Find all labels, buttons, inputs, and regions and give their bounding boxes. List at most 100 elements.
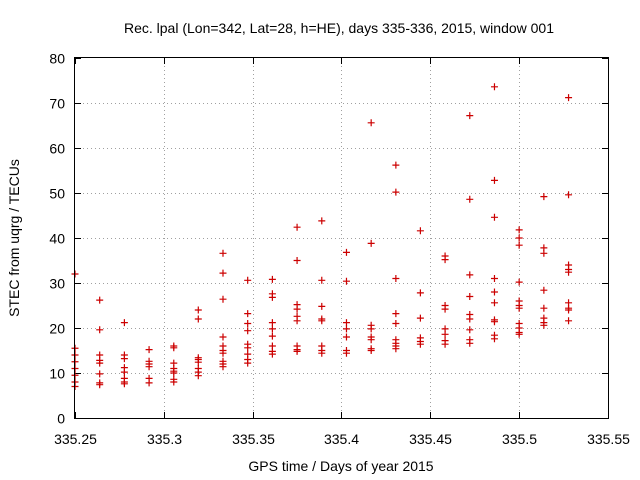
data-point [268, 275, 276, 283]
data-point [540, 304, 548, 312]
data-point [145, 379, 153, 387]
y-tick-label: 50 [49, 186, 65, 202]
data-point [441, 256, 449, 264]
data-point [515, 226, 523, 234]
y-tick-label: 40 [49, 231, 65, 247]
data-point [219, 249, 227, 257]
data-point [416, 314, 424, 322]
x-tick-label: 335.25 [54, 431, 97, 447]
data-point [441, 330, 449, 338]
data-point [145, 363, 153, 371]
data-point [540, 193, 548, 201]
data-point [145, 346, 153, 354]
data-point [96, 326, 104, 334]
x-tick-label: 335.5 [502, 431, 537, 447]
data-point [515, 330, 523, 338]
data-point [466, 195, 474, 203]
data-point [466, 293, 474, 300]
data-point [342, 277, 350, 285]
data-point [342, 349, 350, 357]
data-point [194, 358, 202, 366]
data-point [342, 325, 350, 333]
y-tick-label: 70 [49, 96, 65, 112]
y-tick-label: 0 [57, 411, 65, 427]
data-point [515, 241, 523, 249]
data-point [367, 119, 375, 127]
data-point [244, 320, 252, 327]
data-point [96, 370, 104, 378]
data-point [540, 286, 548, 294]
plot-frame [74, 57, 609, 419]
data-point [367, 325, 375, 333]
data-point [96, 381, 104, 389]
data-point [490, 176, 498, 184]
data-point [515, 234, 523, 242]
y-axis-label: STEC from uqrg / TECUs [6, 159, 22, 317]
data-point [96, 296, 104, 304]
x-tick-label: 335.55 [587, 431, 630, 447]
y-tick-label: 30 [49, 276, 65, 292]
data-point [120, 368, 128, 376]
data-point [367, 347, 375, 354]
data-point [466, 315, 474, 323]
data-point [293, 223, 301, 231]
axis-ticks: 0 10 20 30 40 50 60 70 80 335.25 335.3 335.35 335.4 3… [49, 51, 630, 448]
data-point [219, 269, 227, 277]
data-point [490, 275, 498, 282]
data-point [367, 239, 375, 247]
data-point [194, 315, 202, 323]
data-point [392, 310, 400, 318]
data-point [318, 276, 326, 284]
data-point [96, 359, 104, 367]
x-tick-label: 335.4 [324, 431, 359, 447]
data-point [392, 188, 400, 196]
x-tick-label: 335.45 [409, 431, 452, 447]
data-point [219, 295, 227, 303]
data-point [392, 345, 400, 353]
data-point [244, 327, 252, 335]
data-point [293, 305, 301, 313]
data-point [268, 350, 276, 358]
data-point [293, 257, 301, 264]
data-point [342, 333, 350, 341]
data-point [293, 347, 301, 355]
data-point [219, 363, 227, 371]
data-point [244, 344, 252, 352]
data-point [490, 83, 498, 91]
y-tick-label: 60 [49, 141, 65, 157]
data-point [441, 340, 449, 348]
data-point [441, 305, 449, 313]
data-series-stec [71, 83, 573, 390]
y-tick-label: 80 [49, 51, 65, 67]
data-point [490, 335, 498, 343]
chart-title: Rec. lpal (Lon=342, Lat=28, h=HE), days … [124, 20, 554, 36]
data-point [318, 302, 326, 310]
data-point [194, 372, 202, 380]
data-point [318, 317, 326, 325]
data-point [466, 271, 474, 279]
data-point [367, 336, 375, 344]
data-point [565, 268, 573, 276]
data-point [466, 112, 474, 120]
data-point [416, 227, 424, 235]
data-point [490, 288, 498, 296]
x-tick-label: 335.3 [147, 431, 182, 447]
data-point [342, 248, 350, 256]
data-point [416, 340, 424, 348]
data-point [170, 378, 178, 386]
data-point [194, 306, 202, 314]
data-point [120, 355, 128, 363]
data-point [392, 320, 400, 327]
data-point [219, 333, 227, 341]
y-tick-label: 20 [49, 321, 65, 337]
data-point [565, 191, 573, 199]
data-point [565, 94, 573, 102]
data-point [565, 306, 573, 314]
data-point [120, 380, 128, 388]
grid [75, 58, 608, 418]
data-point [293, 317, 301, 325]
data-point [342, 319, 350, 327]
data-point [268, 319, 276, 327]
data-point [318, 217, 326, 225]
